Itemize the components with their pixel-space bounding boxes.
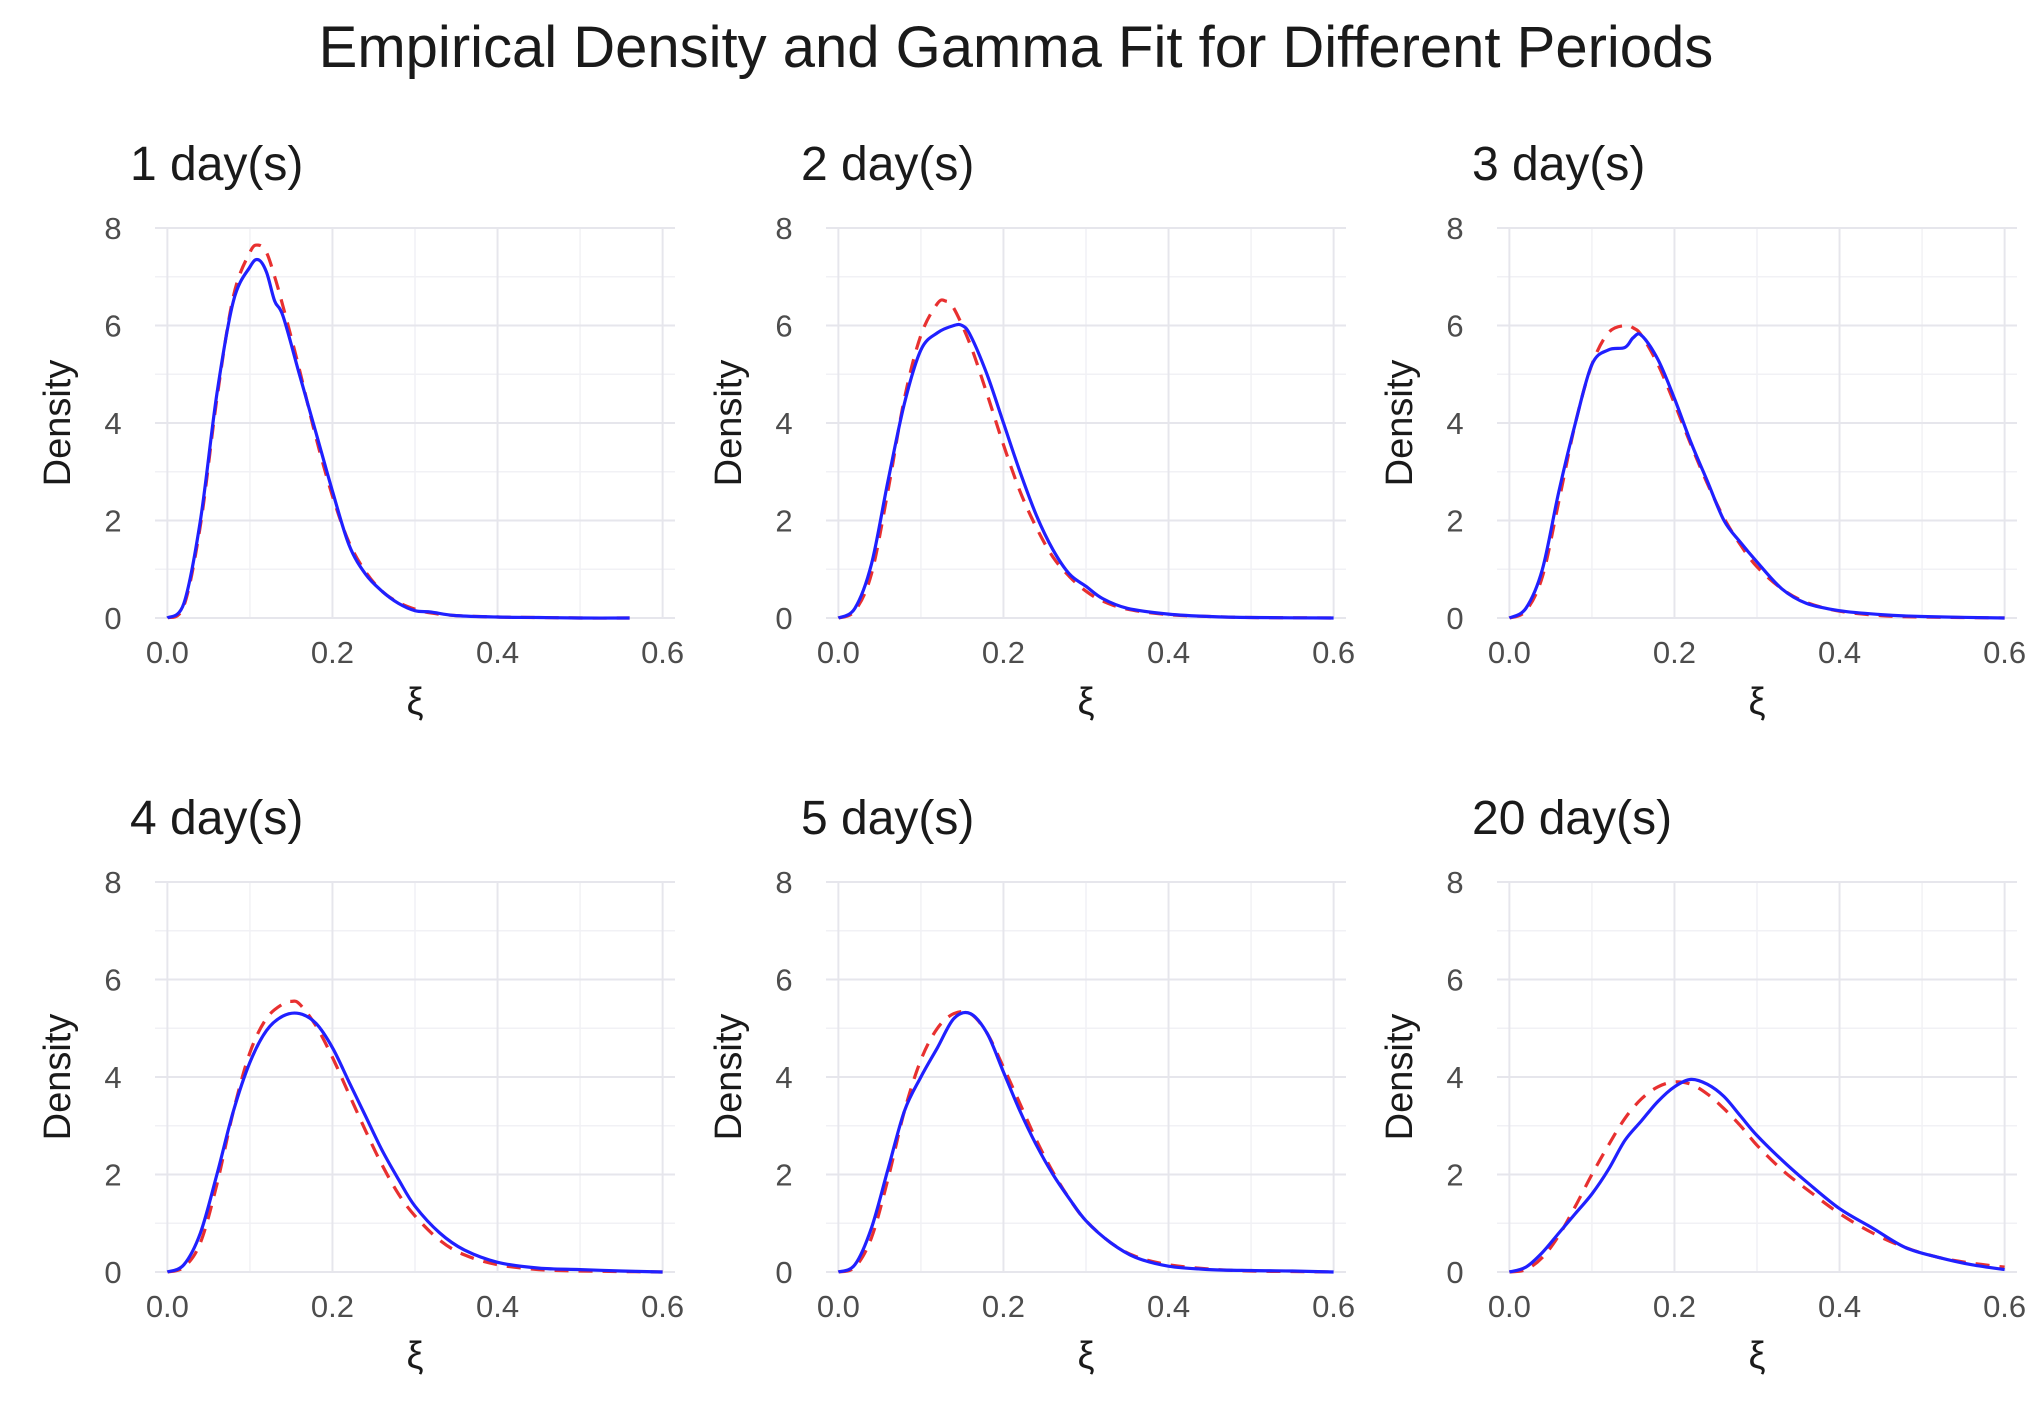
empirical-density-line [837,322,1334,620]
y-axis-label: Density [1379,360,1421,487]
gamma-fit-line [166,999,663,1274]
x-tick-label: 0.0 [146,1289,189,1324]
x-axis-label: ξ [406,1335,423,1377]
y-tick-label: 2 [104,1158,121,1193]
y-tick-label: 0 [775,1255,792,1290]
y-axis-label: Density [708,360,750,487]
x-axis-label: ξ [1748,1335,1765,1377]
x-tick-label: 0.0 [1488,635,1531,670]
y-tick-label: 0 [1446,601,1463,636]
panel-2: 0.0 0.2 0.4 0.6 0 2 4 6 8 2 day(s) ξ Density [708,138,1355,723]
x-axis-label: ξ [406,681,423,723]
y-tick-label: 0 [775,601,792,636]
x-tick-label: 0.4 [1147,635,1190,670]
x-tick-label: 0.6 [641,635,684,670]
x-tick-label: 0.2 [982,635,1025,670]
y-tick-label: 0 [104,601,121,636]
x-tick-label: 0.0 [817,635,860,670]
y-tick-label: 6 [1446,963,1463,998]
y-tick-label: 6 [1446,309,1463,344]
x-tick-label: 0.2 [311,1289,354,1324]
y-tick-label: 2 [104,504,121,539]
y-tick-label: 0 [1446,1255,1463,1290]
y-tick-label: 6 [104,963,121,998]
empirical-density-line [166,1011,663,1274]
panel-title: 1 day(s) [130,138,303,191]
x-axis-label: ξ [1077,681,1094,723]
x-axis-label: ξ [1077,1335,1094,1377]
y-tick-label: 8 [775,211,792,246]
y-axis-label: Density [1379,1014,1421,1141]
panel-6: 0.0 0.2 0.4 0.6 0 2 4 6 8 20 day(s) ξ Density [1379,792,2026,1377]
gamma-fit-line [1509,1080,2005,1274]
x-tick-label: 0.4 [476,635,519,670]
panel-title: 3 day(s) [1472,138,1645,191]
y-tick-label: 4 [775,1060,792,1095]
x-tick-label: 0.2 [1653,635,1696,670]
x-tick-label: 0.6 [1983,635,2026,670]
y-tick-label: 2 [775,504,792,539]
gamma-fit-line [166,243,630,620]
y-tick-label: 4 [1446,406,1463,441]
y-axis-label: Density [37,1014,79,1141]
y-tick-label: 8 [104,211,121,246]
x-tick-label: 0.2 [982,1289,1025,1324]
y-tick-label: 2 [1446,1158,1463,1193]
x-tick-label: 0.6 [1983,1289,2026,1324]
x-tick-label: 0.0 [1488,1289,1531,1324]
x-tick-label: 0.2 [311,635,354,670]
x-tick-label: 0.4 [1818,635,1861,670]
x-axis-label: ξ [1748,681,1765,723]
panel-5: 0.0 0.2 0.4 0.6 0 2 4 6 8 5 day(s) ξ Density [708,792,1355,1377]
x-tick-label: 0.4 [1818,1289,1861,1324]
x-tick-label: 0.4 [476,1289,519,1324]
panel-1: 0.0 0.2 0.4 0.6 0 2 4 6 8 1 day(s) ξ Density [37,138,684,723]
y-axis-label: Density [708,1014,750,1141]
x-tick-label: 0.2 [1653,1289,1696,1324]
panel-title: 4 day(s) [130,792,303,845]
y-tick-label: 8 [1446,211,1463,246]
y-axis-label: Density [37,360,79,487]
y-tick-label: 4 [104,406,121,441]
x-tick-label: 0.0 [817,1289,860,1324]
y-tick-label: 4 [775,406,792,441]
y-tick-label: 6 [775,309,792,344]
y-tick-label: 2 [775,1158,792,1193]
x-tick-label: 0.6 [641,1289,684,1324]
y-tick-label: 8 [104,865,121,900]
y-tick-label: 8 [1446,865,1463,900]
empirical-density-line [166,257,630,620]
y-tick-label: 6 [104,309,121,344]
x-tick-label: 0.6 [1312,635,1355,670]
x-tick-label: 0.6 [1312,1289,1355,1324]
x-tick-label: 0.0 [146,635,189,670]
chart-title: Empirical Density and Gamma Fit for Diff… [318,15,1714,80]
y-tick-label: 6 [775,963,792,998]
empirical-density-line [1508,1077,2005,1274]
panel-title: 2 day(s) [801,138,974,191]
panel-title: 20 day(s) [1472,792,1672,845]
empirical-density-line [1508,332,2005,620]
y-tick-label: 4 [104,1060,121,1095]
y-tick-label: 0 [104,1255,121,1290]
panel-3: 0.0 0.2 0.4 0.6 0 2 4 6 8 3 day(s) ξ Density [1379,138,2026,723]
x-tick-label: 0.4 [1147,1289,1190,1324]
y-tick-label: 2 [1446,504,1463,539]
panel-4: 0.0 0.2 0.4 0.6 0 2 4 6 8 4 day(s) ξ Density [37,792,684,1377]
y-tick-label: 8 [775,865,792,900]
y-tick-label: 4 [1446,1060,1463,1095]
empirical-density-line [837,1010,1334,1274]
panel-title: 5 day(s) [801,792,974,845]
